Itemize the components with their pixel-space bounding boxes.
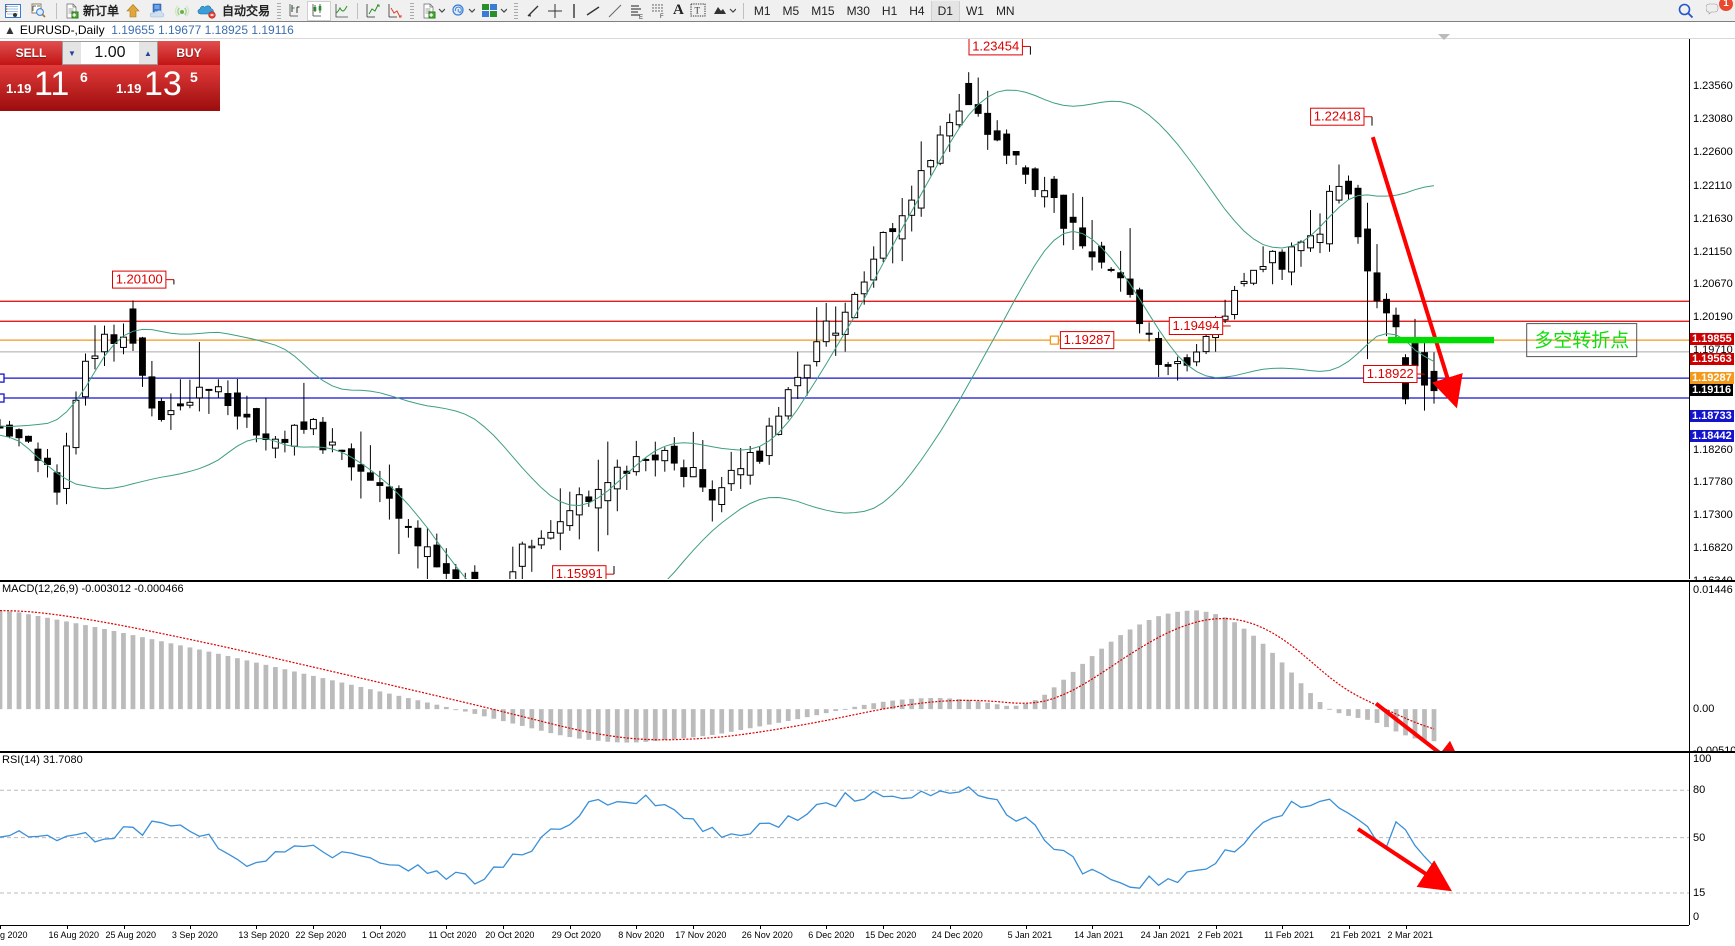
svg-text:1.23454: 1.23454 (972, 39, 1019, 53)
svg-text:1.22418: 1.22418 (1314, 109, 1361, 124)
svg-text:1.20100: 1.20100 (116, 272, 163, 287)
svg-text:多空转折点: 多空转折点 (1534, 330, 1629, 352)
svg-text:1.19494: 1.19494 (1173, 318, 1220, 333)
svg-text:1.19287: 1.19287 (1064, 332, 1111, 347)
svg-text:1.15991: 1.15991 (556, 566, 603, 579)
svg-text:F: F (660, 14, 664, 19)
svg-text:E: E (639, 15, 643, 19)
svg-text:T: T (694, 5, 700, 15)
svg-text:1.18922: 1.18922 (1367, 366, 1414, 381)
